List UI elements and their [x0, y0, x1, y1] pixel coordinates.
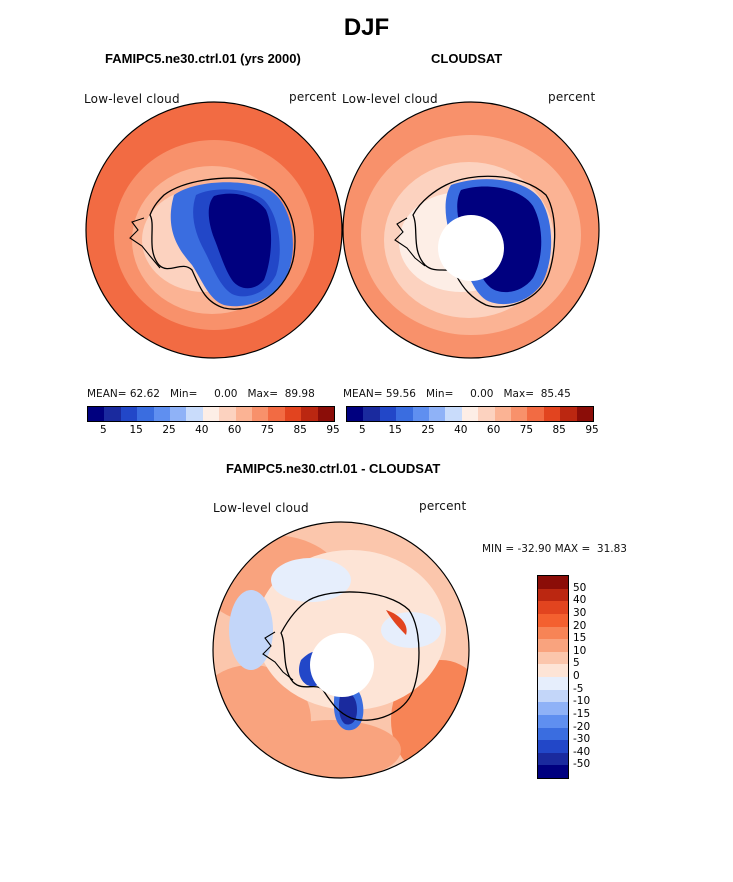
panel-left-units-label: percent	[289, 90, 337, 104]
colorbar-swatch	[284, 407, 302, 421]
colorbar-swatch	[412, 407, 430, 421]
colorbar-tick-label: 95	[585, 424, 599, 436]
colorbar-swatch	[538, 714, 568, 728]
colorbar-tick-label: 25	[162, 424, 176, 436]
diff-units-label: percent	[419, 499, 467, 513]
colorbar-tick-label: 95	[326, 424, 340, 436]
panel-right-title: CLOUDSAT	[431, 51, 503, 66]
colorbar-swatch	[347, 407, 364, 421]
colorbar-tick-label: 85	[552, 424, 566, 436]
panel-left-title: FAMIPC5.ne30.ctrl.01 (yrs 2000)	[105, 51, 301, 66]
colorbar-swatch	[538, 576, 568, 589]
panel-right-stats: MEAN= 59.56 Min= 0.00 Max= 85.45	[343, 388, 571, 400]
colorbar-cloudsat	[346, 406, 594, 422]
colorbar-swatch	[153, 407, 171, 421]
colorbar-swatch	[527, 407, 544, 421]
colorbar-swatch	[445, 407, 462, 421]
colorbar-swatch	[396, 407, 413, 421]
colorbar-swatch	[543, 407, 561, 421]
colorbar-tick-label: -10	[573, 695, 591, 708]
colorbar-swatch	[186, 407, 203, 421]
colorbar-tick-label: 15	[573, 632, 587, 645]
colorbar-swatch	[301, 407, 318, 421]
colorbar-swatch	[268, 407, 285, 421]
colorbar-swatch	[478, 407, 495, 421]
colorbar-swatch	[219, 407, 236, 421]
colorbar-swatch	[538, 626, 568, 640]
colorbar-tick-label: 5	[359, 424, 366, 436]
colorbar-tick-label: 10	[573, 644, 587, 657]
colorbar-swatch	[429, 407, 446, 421]
map-difference	[212, 521, 470, 779]
colorbar-tick-label: -50	[573, 758, 591, 771]
diff-minmax: MIN = -32.90 MAX = 31.83	[482, 543, 627, 555]
colorbar-swatch	[576, 407, 594, 421]
colorbar-swatch	[538, 664, 568, 677]
colorbar-tick-label: -15	[573, 707, 591, 720]
colorbar-tick-label: -5	[573, 682, 584, 695]
diff-panel-title: FAMIPC5.ne30.ctrl.01 - CLOUDSAT	[226, 461, 441, 476]
colorbar-tick-label: 25	[421, 424, 435, 436]
colorbar-swatch	[538, 689, 568, 703]
colorbar-swatch	[511, 407, 528, 421]
colorbar-swatch	[538, 752, 568, 766]
diff-variable-label: Low-level cloud	[213, 501, 309, 515]
map-cloudsat	[342, 101, 600, 359]
colorbar-tick-label: 50	[573, 581, 587, 594]
colorbar-tick-label: 40	[573, 594, 587, 607]
colorbar-swatch	[538, 702, 568, 715]
colorbar-swatch	[538, 588, 568, 602]
colorbar-tick-label: -30	[573, 733, 591, 746]
page-title: DJF	[343, 14, 390, 41]
colorbar-tick-label: -40	[573, 745, 591, 758]
colorbar-tick-label: 75	[519, 424, 534, 436]
panel-right-variable-label: Low-level cloud	[342, 92, 438, 106]
colorbar-swatch	[538, 639, 568, 652]
colorbar-tick-label: 30	[573, 606, 587, 619]
colorbar-swatch	[317, 407, 335, 421]
panel-left-stats: MEAN= 62.62 Min= 0.00 Max= 89.98	[87, 388, 315, 400]
colorbar-tick-label: 60	[486, 424, 501, 436]
colorbar-tick-label: 15	[388, 424, 402, 436]
colorbar-swatch	[379, 407, 397, 421]
colorbar-swatch	[252, 407, 269, 421]
colorbar-swatch	[104, 407, 121, 421]
panel-right-units-label: percent	[548, 90, 596, 104]
colorbar-swatch	[538, 727, 568, 741]
map-model	[85, 101, 343, 359]
colorbar-swatch	[202, 407, 220, 421]
panel-left-variable-label: Low-level cloud	[84, 92, 180, 106]
colorbar-swatch	[461, 407, 479, 421]
colorbar-swatch	[538, 601, 568, 614]
colorbar-tick-label: 5	[100, 424, 107, 436]
colorbar-swatch	[235, 407, 253, 421]
colorbar-difference	[537, 575, 569, 779]
colorbar-tick-label: -20	[573, 720, 591, 733]
colorbar-tick-label: 5	[573, 657, 580, 670]
colorbar-model	[87, 406, 335, 422]
colorbar-tick-label: 40	[454, 424, 468, 436]
colorbar-swatch	[538, 740, 568, 753]
colorbar-tick-label: 0	[573, 670, 580, 682]
colorbar-tick-label: 20	[573, 619, 587, 632]
colorbar-swatch	[88, 407, 105, 421]
colorbar-tick-label: 60	[227, 424, 242, 436]
colorbar-swatch	[538, 765, 568, 778]
colorbar-tick-label: 85	[293, 424, 307, 436]
colorbar-tick-label: 15	[129, 424, 143, 436]
colorbar-swatch	[494, 407, 512, 421]
colorbar-swatch	[137, 407, 154, 421]
colorbar-tick-label: 40	[195, 424, 209, 436]
colorbar-swatch	[538, 677, 568, 690]
colorbar-swatch	[363, 407, 380, 421]
colorbar-tick-label: 75	[260, 424, 275, 436]
colorbar-swatch	[170, 407, 187, 421]
colorbar-swatch	[560, 407, 577, 421]
colorbar-swatch	[538, 651, 568, 665]
colorbar-swatch	[538, 613, 568, 627]
colorbar-swatch	[120, 407, 138, 421]
